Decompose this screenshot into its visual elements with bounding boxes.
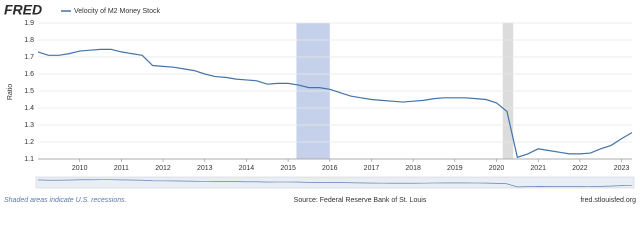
site: fred.stlouisfed.org bbox=[580, 197, 636, 204]
x-tick-label: 2022 bbox=[572, 165, 588, 172]
y-tick-label: 1.1 bbox=[24, 156, 34, 163]
x-tick-label: 2021 bbox=[530, 165, 546, 172]
y-tick-label: 1.7 bbox=[24, 54, 34, 61]
y-tick-label: 1.8 bbox=[24, 37, 34, 44]
navigator-line bbox=[37, 179, 633, 188]
recession-note: Shaded areas indicate U.S. recessions. bbox=[4, 197, 127, 204]
x-tick-label: 2023 bbox=[614, 165, 630, 172]
x-tick-label: 2018 bbox=[405, 165, 421, 172]
x-tick-label: 2014 bbox=[239, 165, 255, 172]
x-tick-label: 2017 bbox=[364, 165, 380, 172]
x-tick-label: 2011 bbox=[114, 165, 129, 172]
logo: FRED bbox=[4, 2, 42, 18]
y-axis-label: Ratio bbox=[7, 84, 14, 100]
y-tick-label: 1.3 bbox=[24, 122, 34, 129]
x-tick-label: 2019 bbox=[447, 165, 463, 172]
x-tick-label: 2016 bbox=[322, 165, 338, 172]
y-tick-label: 1.2 bbox=[24, 139, 34, 146]
y-tick-label: 1.5 bbox=[24, 88, 34, 95]
x-tick-label: 2012 bbox=[155, 165, 171, 172]
x-tick-label: 2010 bbox=[72, 165, 88, 172]
chart: FRED Velocity of M2 Money Stock Ratio Sh… bbox=[4, 1, 637, 204]
series-line bbox=[37, 48, 633, 159]
y-tick-label: 1.6 bbox=[24, 71, 34, 78]
y-tick-label: 1.9 bbox=[24, 20, 34, 27]
y-tick-label: 1.4 bbox=[24, 105, 34, 112]
source: Source: Federal Reserve Bank of St. Loui… bbox=[294, 197, 427, 204]
legend-label: Velocity of M2 Money Stock bbox=[74, 8, 160, 15]
x-tick-label: 2020 bbox=[489, 165, 505, 172]
x-tick-label: 2015 bbox=[280, 165, 296, 172]
x-tick-label: 2013 bbox=[197, 165, 213, 172]
